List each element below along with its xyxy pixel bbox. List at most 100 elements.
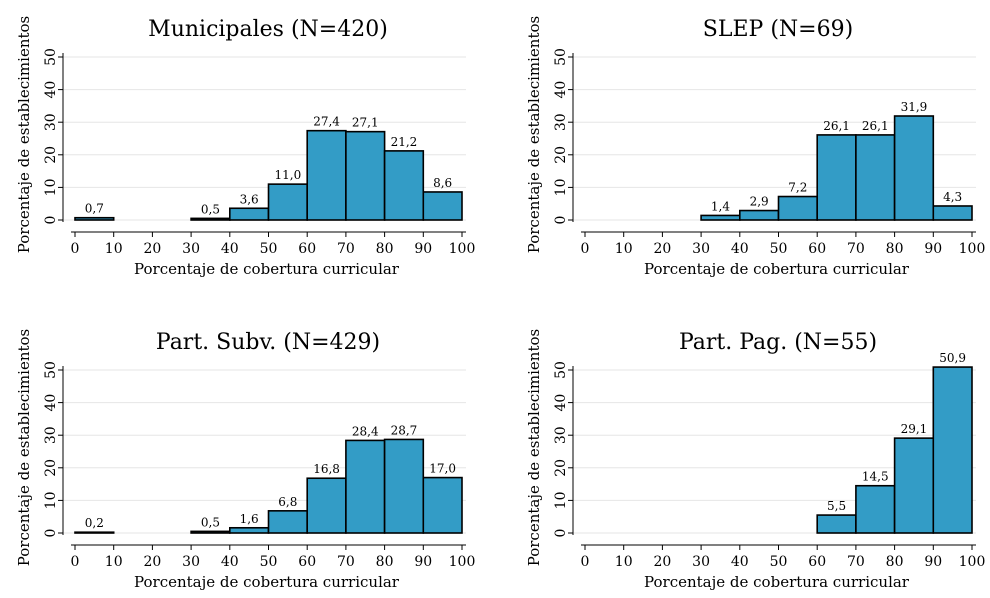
- bar-value-label: 1,6: [240, 512, 259, 526]
- histogram-bar: [855, 134, 896, 221]
- histogram-panel: 0,2 0,5 1,6 6,8 16,8 28,4 28,7 17,0 0 10 20 30 40 50 0…: [15, 329, 475, 591]
- y-tick-label: 0: [553, 216, 569, 225]
- bar-value-label: 14,5: [862, 470, 889, 484]
- bar-value-label: 4,3: [943, 190, 962, 204]
- y-tick-label: 30: [553, 426, 569, 444]
- bar-value-label: 0,2: [85, 516, 104, 530]
- x-tick-label: 80: [376, 241, 394, 257]
- histogram-bar: [229, 207, 270, 221]
- x-tick-label: 30: [692, 554, 710, 570]
- x-tick-label: 50: [260, 554, 278, 570]
- chart-title: Part. Subv. (N=429): [156, 330, 380, 355]
- x-tick-label: 0: [71, 554, 80, 570]
- x-tick-label: 10: [615, 241, 633, 257]
- bar-value-label: 26,1: [823, 119, 850, 133]
- y-tick-label: 10: [553, 178, 569, 196]
- x-tick-label: 50: [770, 554, 788, 570]
- x-tick-label: 50: [260, 241, 278, 257]
- x-tick-label: 80: [886, 554, 904, 570]
- y-axis-label: Porcentaje de establecimientos: [15, 16, 33, 253]
- x-tick-label: 100: [449, 241, 476, 257]
- histogram-bar: [932, 205, 973, 221]
- x-tick-label: 20: [143, 241, 161, 257]
- x-tick-label: 90: [414, 554, 432, 570]
- histogram-bar: [267, 510, 309, 534]
- bar-value-label: 26,1: [862, 119, 889, 133]
- histogram-bar: [74, 531, 115, 534]
- y-tick-label: 30: [43, 426, 59, 444]
- bar-value-label: 0,5: [201, 515, 220, 529]
- bar-value-label: 29,1: [901, 422, 928, 436]
- bar-value-label: 16,8: [313, 462, 340, 476]
- histogram-bar: [700, 214, 741, 221]
- x-tick-label: 40: [221, 554, 239, 570]
- histogram-panel: 0,7 0,5 3,6 11,0 27,4 27,1 21,2 8,6 0 10 20 30 40 50 0…: [15, 16, 475, 278]
- bar-value-label: 21,2: [391, 135, 418, 149]
- y-tick-label: 20: [553, 459, 569, 477]
- y-tick-label: 20: [43, 459, 59, 477]
- y-tick-label: 0: [43, 529, 59, 538]
- x-tick-label: 30: [182, 554, 200, 570]
- histogram-bar: [422, 191, 463, 221]
- histogram-bar: [190, 217, 231, 221]
- x-tick-label: 30: [182, 241, 200, 257]
- x-tick-label: 100: [959, 554, 986, 570]
- x-tick-label: 90: [924, 554, 942, 570]
- x-tick-label: 50: [770, 241, 788, 257]
- bar-value-label: 27,4: [313, 115, 340, 129]
- x-tick-label: 70: [337, 241, 355, 257]
- y-tick-label: 30: [553, 113, 569, 131]
- bar-value-label: 7,2: [788, 181, 807, 195]
- x-tick-label: 100: [449, 554, 476, 570]
- y-tick-label: 50: [553, 361, 569, 379]
- chart-title: Municipales (N=420): [148, 17, 388, 42]
- x-tick-label: 60: [808, 241, 826, 257]
- chart-title: Part. Pag. (N=55): [679, 330, 877, 355]
- x-tick-label: 70: [847, 241, 865, 257]
- y-tick-label: 0: [553, 529, 569, 538]
- x-tick-label: 10: [615, 554, 633, 570]
- x-tick-label: 80: [886, 241, 904, 257]
- histogram-bar: [816, 134, 857, 221]
- histogram-bar: [306, 129, 347, 221]
- bar-value-label: 0,5: [201, 202, 220, 216]
- y-tick-label: 40: [553, 394, 569, 412]
- x-tick-label: 10: [105, 554, 123, 570]
- bar-value-label: 8,6: [433, 176, 452, 190]
- x-tick-label: 10: [105, 241, 123, 257]
- x-tick-label: 20: [653, 554, 671, 570]
- x-axis-label: Porcentaje de cobertura curricular: [644, 573, 910, 591]
- x-tick-label: 0: [581, 554, 590, 570]
- x-tick-label: 100: [959, 241, 986, 257]
- x-tick-label: 30: [692, 241, 710, 257]
- x-tick-label: 70: [337, 554, 355, 570]
- bar-value-label: 50,9: [939, 351, 966, 365]
- histogram-bar: [345, 130, 386, 221]
- histogram-bar: [855, 484, 896, 534]
- x-tick-label: 20: [143, 554, 161, 570]
- y-tick-label: 40: [553, 81, 569, 99]
- y-tick-label: 20: [553, 146, 569, 164]
- histogram-bar: [932, 366, 973, 534]
- histogram-bar: [777, 195, 819, 221]
- chart-title: SLEP (N=69): [703, 17, 853, 42]
- bar-value-label: 5,5: [827, 499, 846, 513]
- bar-value-label: 11,0: [274, 168, 301, 182]
- x-tick-label: 60: [808, 554, 826, 570]
- histogram-bar: [422, 476, 463, 534]
- x-tick-label: 60: [298, 241, 316, 257]
- y-tick-label: 40: [43, 81, 59, 99]
- histogram-bar: [893, 115, 935, 221]
- y-tick-label: 50: [553, 48, 569, 66]
- x-tick-label: 40: [221, 241, 239, 257]
- histogram-bar: [816, 514, 857, 534]
- x-axis-label: Porcentaje de cobertura curricular: [134, 573, 400, 591]
- y-axis-label: Porcentaje de establecimientos: [525, 16, 543, 253]
- x-tick-label: 80: [376, 554, 394, 570]
- histogram-bar: [229, 526, 270, 534]
- histogram-bar: [383, 438, 425, 534]
- x-tick-label: 0: [71, 241, 80, 257]
- y-tick-label: 50: [43, 48, 59, 66]
